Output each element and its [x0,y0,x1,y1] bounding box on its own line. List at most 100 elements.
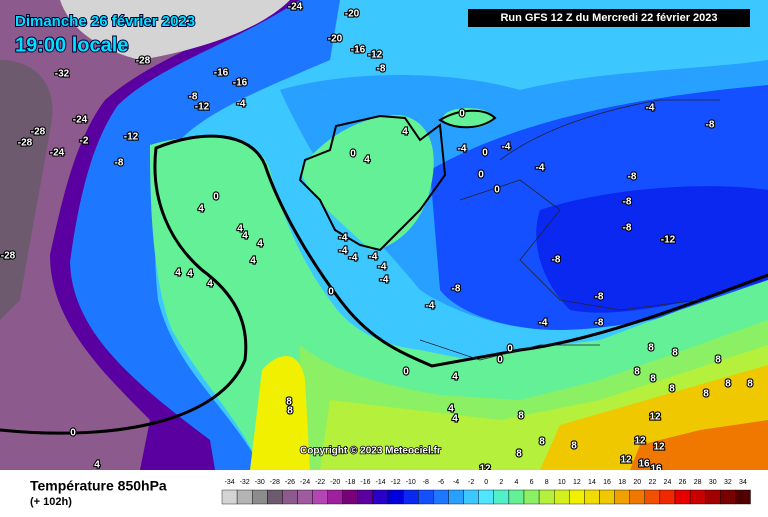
temperature-label: 0 [350,149,356,160]
temperature-label: 0 [459,109,465,120]
temperature-label: -20 [328,34,343,45]
scale-swatch [689,489,706,505]
map-labels: -24-20-20-16 -12-8-16-16-8-12 -4-32-28-24-… [0,1,754,476]
temperature-label: -4 [426,301,435,312]
scale-swatch [327,489,344,505]
scale-swatch [236,489,253,505]
temperature-label: -20 [345,9,360,20]
temperature-label: -28 [18,138,33,149]
temperature-label: 0 [478,170,484,181]
cold-zone [0,60,53,320]
scale-swatch [342,489,359,505]
scale-label: -4 [453,479,459,486]
land-mass [300,115,434,250]
scale-label: 28 [694,479,702,486]
temperature-label: -8 [115,158,124,169]
scale-swatch [538,489,555,505]
temperature-label: -8 [189,92,198,103]
color-scale: -34 -32 -30 -28 -26 -24 -22 -20 -18 -16 -14 -12 -10-… [221,479,751,505]
temperature-label: -8 [628,172,637,183]
temperature-label: 4 [448,404,454,415]
temperature-label: 8 [571,441,577,452]
scale-label: 16 [603,479,611,486]
temperature-label: -32 [55,69,70,80]
scale-label: 0 [484,479,488,486]
footer-title: Température 850hPa [30,478,167,494]
temperature-label: -24 [288,2,303,13]
temperature-label: -8 [623,223,632,234]
forecast-time: 19:00 locale [15,34,128,56]
temperature-label: -12 [661,235,676,246]
scale-label: 6 [530,479,534,486]
temperature-label: -12 [124,132,139,143]
scale-swatch [674,489,691,505]
temperature-label: 8 [747,379,753,390]
scale-swatch [569,489,585,505]
temperature-label: 4 [175,268,181,279]
scale-swatch [629,489,646,505]
temperature-label: 16 [638,459,650,470]
temperature-label: 8 [650,374,656,385]
scale-swatch [720,489,736,505]
temperature-label: -12 [195,102,210,113]
scale-swatch [448,489,464,505]
temperature-label: 8 [634,367,640,378]
scale-swatch [508,489,525,505]
temperature-label: 4 [257,239,263,250]
temperature-label: 4 [250,256,256,267]
run-info: Run GFS 12 Z du Mercredi 22 février 2023 [500,12,717,24]
scale-label: -32 [240,479,250,486]
scale-swatch [523,489,540,505]
scale-swatch [584,489,600,505]
temperature-label: -24 [50,148,65,159]
cold-zone [536,186,768,313]
scale-swatch [599,489,615,505]
temperature-label: 12 [649,412,661,423]
scale-label: 20 [633,479,641,486]
temperature-label: 12 [634,436,646,447]
scale-label: 2 [499,479,503,486]
temperature-label: 0 [482,148,488,159]
scale-label: -34 [224,479,234,486]
scale-label: -20 [330,479,340,486]
scale-swatch [554,489,570,505]
temperature-label: 8 [539,437,545,448]
temperature-label: 4 [402,127,408,138]
scale-swatch [644,489,661,505]
temperature-label: 8 [516,449,522,460]
temperature-label: -4 [237,99,246,110]
scale-label: -24 [300,479,310,486]
scale-swatch [403,489,419,505]
scale-swatch [463,489,479,505]
temperature-label: 12 [653,442,665,453]
temperature-label: 0 [507,344,513,355]
temperature-label: -12 [368,50,383,61]
temperature-label: 0 [70,428,76,439]
temperature-label: 0 [494,185,500,196]
temperature-label: -4 [502,142,511,153]
temperature-label: 0 [497,355,503,366]
temperature-label: 8 [286,397,292,408]
temperature-label: 4 [207,279,213,290]
temperature-label: 8 [287,406,293,417]
temperature-label: -4 [536,163,545,174]
temperature-label: 8 [715,355,721,366]
scale-swatch [267,489,283,505]
scale-label: 10 [558,479,566,486]
scale-swatch [297,489,313,505]
scale-swatch [387,489,404,505]
scale-label: -22 [315,479,325,486]
temperature-label: -8 [706,120,715,131]
scale-label: 26 [679,479,687,486]
scale-label: 24 [664,479,672,486]
temperature-label: 4 [242,231,248,242]
scale-swatch [418,489,434,505]
cold-zone [60,0,290,60]
scale-label: 30 [709,479,717,486]
scale-label: -14 [375,479,385,486]
temperature-label: -4 [646,103,655,114]
temperature-label: -8 [452,284,461,295]
temperature-label: -8 [595,318,604,329]
temperature-label: -4 [349,253,358,264]
